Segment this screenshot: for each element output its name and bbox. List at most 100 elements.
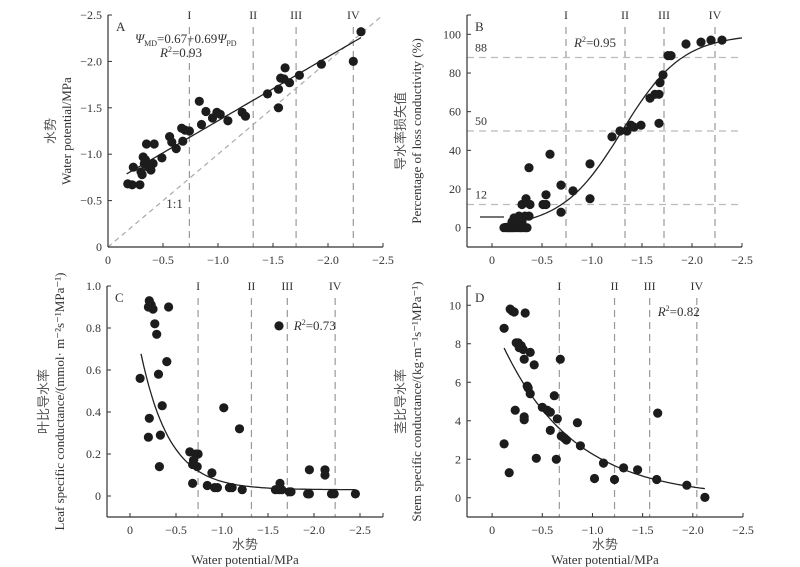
data-point xyxy=(717,35,727,45)
data-point xyxy=(128,162,138,172)
x-tick-label: −2.5 xyxy=(732,523,754,537)
data-point xyxy=(234,424,245,434)
panel-letter: C xyxy=(115,290,124,305)
data-point xyxy=(237,485,247,495)
data-point xyxy=(167,137,177,147)
data-point xyxy=(609,474,620,485)
data-point xyxy=(598,458,609,468)
x-tick-label: −0.5 xyxy=(531,253,553,267)
data-point xyxy=(636,120,646,130)
y-tick-label: −0.5 xyxy=(80,194,102,208)
y-tick-label: 0.2 xyxy=(86,447,101,461)
data-point xyxy=(150,319,160,329)
r-symbol: R xyxy=(159,45,168,60)
data-point xyxy=(164,302,174,312)
data-point xyxy=(524,211,534,221)
data-point xyxy=(510,405,520,415)
psi-symbol: Ψ xyxy=(135,31,146,46)
data-point xyxy=(568,186,578,196)
y-tick-label: −2.0 xyxy=(80,54,102,68)
y-tick-label: 0 xyxy=(455,491,461,505)
data-point xyxy=(152,329,162,339)
y-tick-label: 40 xyxy=(449,143,461,157)
data-point xyxy=(525,347,535,357)
data-point xyxy=(633,465,643,475)
data-point xyxy=(157,401,167,411)
data-point xyxy=(194,96,204,106)
data-point xyxy=(654,118,664,128)
data-point xyxy=(499,323,509,333)
stage-label: I xyxy=(187,8,191,22)
data-point xyxy=(240,111,251,121)
y-tick-label: 10 xyxy=(449,298,461,312)
x-tick-label: −2.5 xyxy=(349,523,371,537)
stage-label: III xyxy=(644,279,656,293)
data-point xyxy=(545,407,555,417)
x-axis-label-en: Water potential/MPa xyxy=(191,552,299,567)
x-tick-label: 0 xyxy=(489,253,495,267)
data-point xyxy=(551,454,561,464)
superscript-2: 2 xyxy=(582,35,586,44)
data-point xyxy=(561,435,572,445)
data-point xyxy=(304,489,314,499)
r-squared-label: R2=0.82 xyxy=(657,304,700,319)
data-point xyxy=(555,354,565,364)
data-point xyxy=(137,170,147,180)
data-point xyxy=(607,132,617,142)
data-point xyxy=(350,489,360,499)
threshold-label: 88 xyxy=(475,41,487,55)
data-point xyxy=(329,489,339,499)
data-point xyxy=(653,408,663,418)
stage-label: II xyxy=(249,8,257,22)
panel-letter: A xyxy=(116,19,126,34)
data-point xyxy=(154,462,164,472)
data-point xyxy=(682,480,692,490)
y-tick-label: 1.0 xyxy=(86,279,101,293)
data-point xyxy=(525,389,535,399)
subscript-pd: PD xyxy=(226,39,236,48)
panel-c: I II III IV0 −0.5 −1.0 −1.5 −2.0 −2.500.20.40.60… xyxy=(36,273,384,567)
data-point xyxy=(356,27,366,37)
data-point xyxy=(545,425,555,435)
data-point xyxy=(153,369,164,379)
r-squared-label: R2=0.73 xyxy=(293,318,336,333)
data-point xyxy=(658,70,668,80)
data-point xyxy=(127,180,137,190)
data-point xyxy=(219,403,229,413)
fit-curve xyxy=(140,353,356,491)
data-point xyxy=(529,360,539,370)
y-tick-label: 0.6 xyxy=(86,363,101,377)
data-point xyxy=(155,430,165,440)
y-tick-label: −2.5 xyxy=(80,8,102,22)
stage-label: IV xyxy=(709,8,722,22)
r-squared-value: =0.95 xyxy=(586,35,616,50)
panel-letter: B xyxy=(475,19,484,34)
data-point xyxy=(227,483,237,493)
data-point xyxy=(193,449,203,459)
data-point xyxy=(519,415,529,425)
data-point xyxy=(589,473,600,484)
stage-label: III xyxy=(281,279,293,293)
panel-letter: D xyxy=(475,290,484,305)
data-point xyxy=(575,441,586,451)
data-point xyxy=(215,109,225,119)
y-axis-label-en: Percentage of loss conductivity (%) xyxy=(409,38,424,224)
x-axis-label-cn: 水势 xyxy=(232,537,258,553)
data-point xyxy=(184,126,194,136)
data-point xyxy=(509,307,519,317)
data-point xyxy=(531,453,541,463)
superscript-2: 2 xyxy=(302,318,306,327)
x-tick-label: −2.0 xyxy=(317,253,339,267)
stage-label: III xyxy=(290,8,302,22)
x-tick-label: −0.5 xyxy=(152,253,174,267)
data-point xyxy=(681,39,691,49)
data-point xyxy=(143,432,153,442)
data-point xyxy=(556,207,566,217)
data-point xyxy=(135,373,145,383)
data-point xyxy=(652,474,662,485)
data-point xyxy=(316,59,326,69)
y-tick-label: −1.0 xyxy=(80,147,102,161)
y-tick-label: 0.8 xyxy=(86,321,101,335)
threshold-label: 12 xyxy=(475,187,487,201)
